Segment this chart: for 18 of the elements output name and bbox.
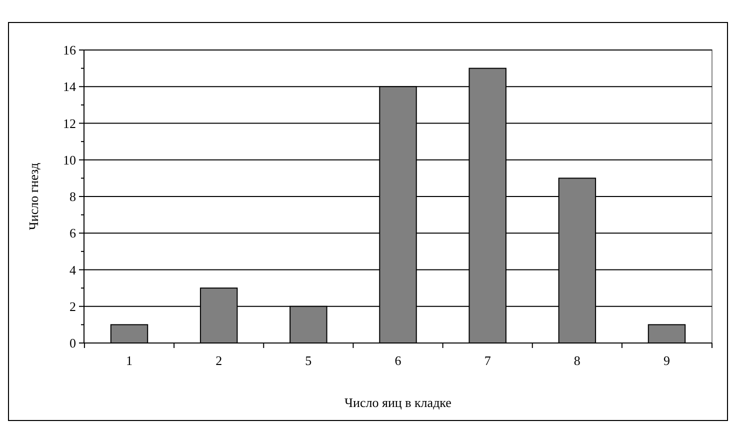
- y-tick-label: 4: [70, 262, 76, 278]
- x-tick-label: 7: [484, 353, 492, 368]
- y-axis-title: Число гнезд: [26, 162, 41, 230]
- y-tick-label: 10: [63, 152, 76, 168]
- y-tick-label: 0: [70, 336, 76, 351]
- x-tick-label: 1: [126, 353, 132, 368]
- x-tick-label: 6: [394, 353, 402, 368]
- y-tick-label: 6: [70, 226, 76, 241]
- y-tick-label: 8: [70, 189, 76, 204]
- x-tick-label: 5: [305, 353, 312, 368]
- y-tick-label: 2: [70, 298, 76, 314]
- y-tick-label: 12: [63, 116, 76, 131]
- x-tick-label: 8: [574, 353, 580, 368]
- y-tick-label: 16: [63, 42, 76, 58]
- x-tick-label: 9: [664, 353, 670, 368]
- x-tick-label: 2: [216, 353, 222, 368]
- y-tick-label: 14: [63, 79, 76, 94]
- x-axis-title: Число яиц в кладке: [344, 395, 452, 410]
